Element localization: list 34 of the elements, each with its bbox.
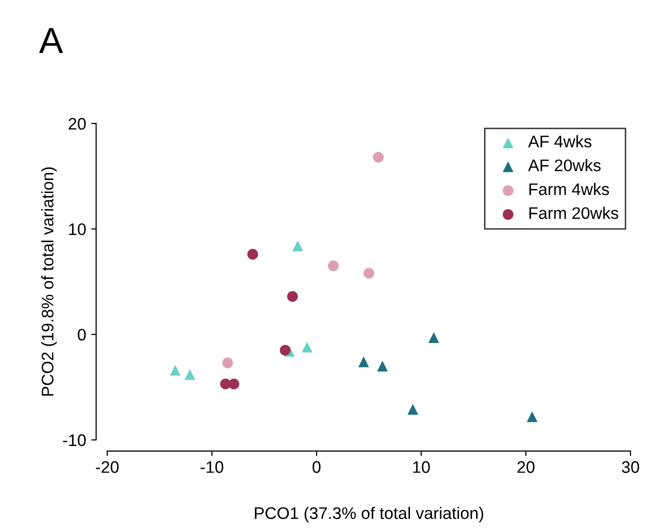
x-axis-title: PCO1 (37.3% of total variation) [254, 506, 484, 522]
chart-title: A [39, 28, 64, 53]
point [358, 356, 370, 368]
y-axis-title: PCO2 (19.8% of total variation) [41, 167, 57, 396]
point [526, 411, 538, 422]
x-tick-label: 20 [517, 461, 534, 473]
point [407, 404, 418, 415]
point [377, 360, 388, 372]
y-tick-label: 0 [78, 328, 86, 341]
point [292, 240, 304, 252]
point [184, 369, 196, 380]
legend-label: AF 4wks [528, 135, 592, 148]
legend-label: Farm 20wks [529, 206, 618, 220]
y-tick-label: 20 [68, 118, 86, 130]
point [428, 332, 440, 343]
x-tick-label: 10 [413, 461, 430, 473]
point [280, 344, 291, 356]
legend-label: AF 20wks [528, 159, 601, 172]
point [328, 260, 339, 272]
point [247, 248, 258, 260]
legend-label: Farm 4wks [529, 182, 609, 196]
point [302, 342, 313, 352]
point [287, 291, 298, 302]
point [222, 358, 233, 368]
x-tick-label: -10 [200, 461, 224, 473]
point [372, 152, 384, 163]
point [228, 378, 240, 390]
x-tick-label: -20 [96, 461, 119, 473]
point [170, 364, 181, 376]
point [363, 268, 374, 279]
x-tick-label: 30 [622, 461, 640, 473]
y-tick-label: 10 [69, 223, 86, 236]
x-tick-label: 0 [312, 461, 321, 473]
y-tick-label: -10 [63, 434, 86, 446]
